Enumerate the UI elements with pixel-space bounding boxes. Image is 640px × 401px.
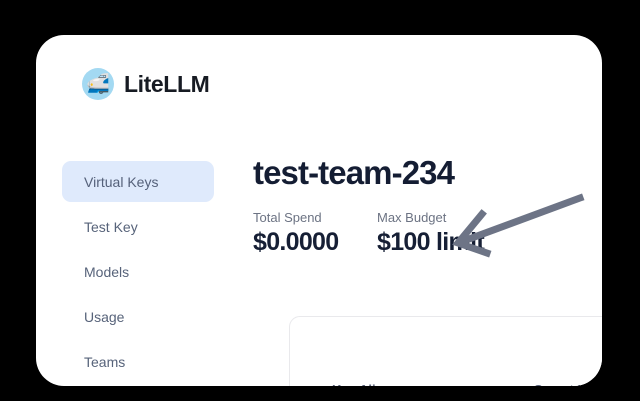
keys-table-card: Key Alias Secret Key <box>289 316 602 386</box>
brand-name: LiteLLM <box>124 70 210 97</box>
stat-value: $100 limit <box>377 228 485 257</box>
bullet-train-icon: 🚅 <box>82 68 114 100</box>
brand-logo-area[interactable]: 🚅 LiteLLM <box>82 68 210 100</box>
sidebar-item-usage[interactable]: Usage <box>62 296 214 337</box>
main-content: test-team-234 Total Spend $0.0000 Max Bu… <box>253 154 602 257</box>
sidebar-item-test-key[interactable]: Test Key <box>62 206 214 247</box>
page-title: test-team-234 <box>253 154 455 191</box>
stat-label: Max Budget <box>377 210 447 226</box>
table-column-header-key-alias[interactable]: Key Alias <box>332 382 390 387</box>
sidebar-item-teams[interactable]: Teams <box>62 341 214 382</box>
stat-label: Total Spend <box>253 210 322 226</box>
table-header-row: Key Alias Secret Key <box>290 374 602 387</box>
sidebar-item-label: Test Key <box>84 218 138 235</box>
sidebar-item-label: Models <box>84 263 130 280</box>
sidebar-item-virtual-keys[interactable]: Virtual Keys <box>62 161 214 202</box>
stat-max-budget: Max Budget $100 limit <box>377 209 501 257</box>
stats-row: Total Spend $0.0000 Max Budget $100 limi… <box>253 209 602 257</box>
sidebar-item-models[interactable]: Models <box>62 251 214 292</box>
sidebar-item-label: Usage <box>84 308 125 325</box>
table-column-header-secret-key[interactable]: Secret Key <box>534 382 601 387</box>
sidebar-item-label: Teams <box>84 353 126 370</box>
stat-total-spend: Total Spend $0.0000 <box>253 209 377 257</box>
sidebar-nav: Virtual Keys Test Key Models Usage Teams <box>62 161 214 386</box>
app-window-card: 🚅 LiteLLM Virtual Keys Test Key Models U… <box>36 35 602 386</box>
stat-value: $0.0000 <box>253 228 339 257</box>
sidebar-item-label: Virtual Keys <box>84 173 159 190</box>
